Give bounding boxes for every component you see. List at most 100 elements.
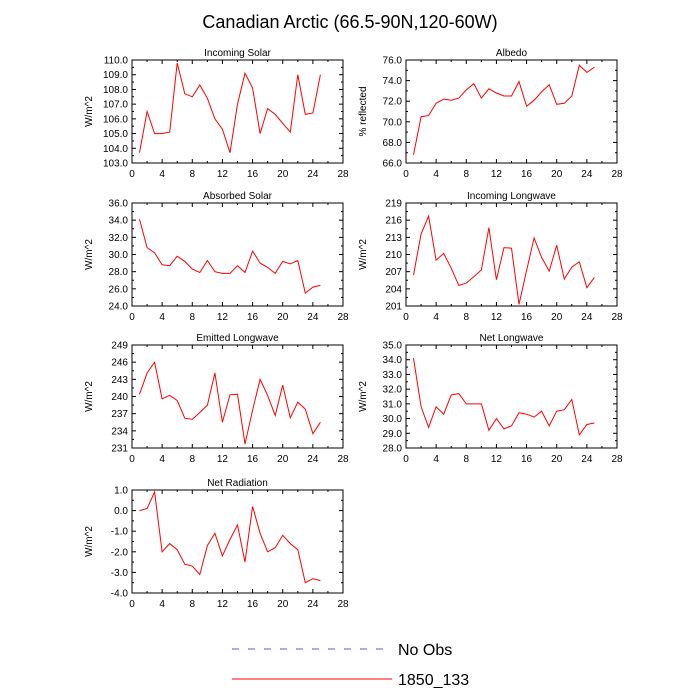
panel-net-longwave-ytick-label: 29.0 (383, 429, 403, 440)
panel-incoming-longwave-ytick-label: 219 (385, 199, 402, 210)
panel-albedo-frame (405, 59, 618, 164)
panel-net-radiation-ytick-label: 0.0 (114, 506, 128, 517)
panel-net-radiation-xtick-label: 4 (159, 599, 165, 610)
panel-net-radiation-xtick-label: 24 (307, 599, 319, 610)
panel-incoming-solar-ytick-label: 109.0 (103, 70, 128, 81)
panel-net-radiation-xtick-label: 28 (337, 599, 349, 610)
panel-incoming-solar-xtick-label: 4 (159, 169, 165, 180)
panel-incoming-solar-ytick-label: 104.0 (103, 144, 128, 155)
panel-albedo-ylabel: % reflected (358, 86, 369, 136)
panel-net-radiation-ytick-label: -2.0 (111, 547, 129, 558)
panel-absorbed-solar-xtick-label: 16 (247, 312, 259, 323)
panel-net-longwave-xtick-label: 0 (403, 454, 409, 465)
panel-net-radiation-xtick-label: 20 (277, 599, 289, 610)
panel-albedo-xtick-label: 24 (581, 169, 593, 180)
panel-net-longwave-xtick-label: 4 (433, 454, 439, 465)
panel-absorbed-solar-xtick-label: 24 (307, 312, 319, 323)
panel-incoming-solar-frame (131, 59, 344, 164)
panel-absorbed-solar-ytick-label: 28.0 (109, 267, 129, 278)
panel-albedo-xtick-label: 16 (521, 169, 533, 180)
panel-net-radiation-ytick-label: 1.0 (114, 486, 128, 497)
panel-net-radiation-frame (131, 489, 344, 594)
panel-absorbed-solar-ytick-label: 30.0 (109, 250, 129, 261)
panel-net-radiation: Net Radiation W/m^2 0 4 8 12 16 20 24 28 -4.0 -3.0 -… (84, 478, 349, 610)
panel-net-radiation-ytick-label: -1.0 (111, 527, 129, 538)
panel-emitted-longwave-xtick-label: 0 (129, 454, 135, 465)
panel-albedo-xtick-label: 0 (403, 169, 409, 180)
panel-albedo-xtick-label: 20 (551, 169, 563, 180)
panel-incoming-longwave-ytick-label: 210 (385, 250, 402, 261)
panel-incoming-solar: Incoming Solar W/m^2 0 4 8 12 16 20 24 28 103.0 104… (84, 48, 349, 180)
panel-incoming-solar-ytick-label: 103.0 (103, 159, 128, 170)
panel-incoming-solar-xtick-label: 24 (307, 169, 319, 180)
panel-absorbed-solar-xtick-label: 12 (217, 312, 229, 323)
panel-incoming-longwave-title: Incoming Longwave (467, 191, 556, 202)
panel-absorbed-solar-ytick-label: 34.0 (109, 216, 129, 227)
panel-net-longwave-xtick-label: 16 (521, 454, 533, 465)
panel-incoming-solar-ytick-label: 106.0 (103, 114, 128, 125)
panel-incoming-solar-ytick-label: 110.0 (104, 56, 129, 67)
figure-title: Canadian Arctic (66.5-90N,120-60W) (202, 12, 497, 32)
panel-net-longwave-ytick-label: 32.0 (383, 385, 403, 396)
panel-net-radiation-series-line (139, 490, 321, 584)
legend-label-no-obs: No Obs (398, 642, 452, 659)
panel-albedo-ytick-label: 74.0 (383, 76, 403, 87)
panel-absorbed-solar-ytick-label: 36.0 (109, 199, 129, 210)
panel-emitted-longwave-ytick-label: 234 (111, 426, 128, 437)
panel-incoming-longwave-ytick-label: 207 (385, 267, 402, 278)
panel-albedo-xtick-label: 28 (611, 169, 623, 180)
panel-incoming-longwave-ytick-label: 213 (385, 233, 402, 244)
panel-emitted-longwave-xtick-label: 28 (337, 454, 349, 465)
panel-incoming-longwave-xtick-label: 24 (581, 312, 593, 323)
panel-emitted-longwave-ytick-label: 240 (111, 392, 128, 403)
panel-emitted-longwave-ylabel: W/m^2 (84, 381, 95, 412)
panel-net-longwave-ytick-label: 34.0 (383, 355, 403, 366)
panel-net-longwave-series-line (413, 358, 595, 436)
panel-incoming-solar-xtick-label: 16 (247, 169, 259, 180)
panel-albedo-title: Albedo (496, 48, 528, 59)
panel-albedo-ytick-label: 66.0 (383, 159, 403, 170)
panel-emitted-longwave-xtick-label: 24 (307, 454, 319, 465)
panel-net-radiation-xtick-label: 16 (247, 599, 259, 610)
panel-absorbed-solar-xtick-label: 20 (277, 312, 289, 323)
legend-label-1850-133: 1850_133 (398, 672, 469, 689)
panel-incoming-longwave-ylabel: W/m^2 (358, 239, 369, 270)
panel-albedo-xtick-label: 4 (433, 169, 439, 180)
panel-net-longwave-ytick-label: 30.0 (383, 414, 403, 425)
legend-item-1850-133: 1850_133 (232, 672, 469, 689)
panel-net-longwave: Net Longwave W/m^2 0 4 8 12 16 20 24 28 28.0 29.0 30… (358, 333, 623, 465)
panel-incoming-solar-xtick-label: 0 (129, 169, 135, 180)
panel-net-radiation-ytick-label: -4.0 (111, 589, 129, 600)
panel-incoming-solar-series-line (139, 62, 321, 153)
panel-net-radiation-ylabel: W/m^2 (84, 526, 95, 557)
panel-net-longwave-ytick-label: 35.0 (383, 341, 403, 352)
panel-net-longwave-xtick-label: 8 (464, 454, 470, 465)
panel-incoming-solar-ytick-label: 107.0 (103, 100, 128, 111)
panel-absorbed-solar-ytick-label: 24.0 (109, 302, 129, 313)
panel-emitted-longwave-ytick-label: 246 (111, 358, 128, 369)
legend-item-no-obs: No Obs (232, 642, 452, 659)
panel-albedo-ytick-label: 76.0 (383, 56, 403, 67)
panel-emitted-longwave-xtick-label: 8 (190, 454, 196, 465)
panel-incoming-solar-title: Incoming Solar (204, 48, 271, 59)
panel-emitted-longwave-title: Emitted Longwave (196, 333, 279, 344)
panel-incoming-longwave-ytick-label: 201 (385, 302, 402, 313)
panel-incoming-solar-xtick-label: 20 (277, 169, 289, 180)
panel-net-longwave-ytick-label: 28.0 (383, 444, 403, 455)
panel-absorbed-solar-series-line (139, 219, 321, 294)
panel-emitted-longwave-ytick-label: 249 (111, 341, 128, 352)
panel-net-longwave-xtick-label: 28 (611, 454, 623, 465)
panel-albedo-xtick-label: 12 (491, 169, 503, 180)
panel-net-radiation-xtick-label: 0 (129, 599, 135, 610)
panel-incoming-longwave-xtick-label: 16 (521, 312, 533, 323)
panel-incoming-solar-xtick-label: 28 (337, 169, 349, 180)
panel-incoming-longwave-xtick-label: 20 (551, 312, 563, 323)
panel-emitted-longwave-ytick-label: 243 (111, 375, 128, 386)
panel-net-longwave-ylabel: W/m^2 (358, 381, 369, 412)
panel-net-longwave-xtick-label: 12 (491, 454, 503, 465)
panel-albedo-ytick-label: 70.0 (383, 117, 403, 128)
panel-net-radiation-xtick-label: 12 (217, 599, 229, 610)
panel-net-radiation-title: Net Radiation (207, 478, 268, 489)
legend: No Obs 1850_133 (232, 642, 469, 689)
panel-incoming-longwave-xtick-label: 12 (491, 312, 503, 323)
